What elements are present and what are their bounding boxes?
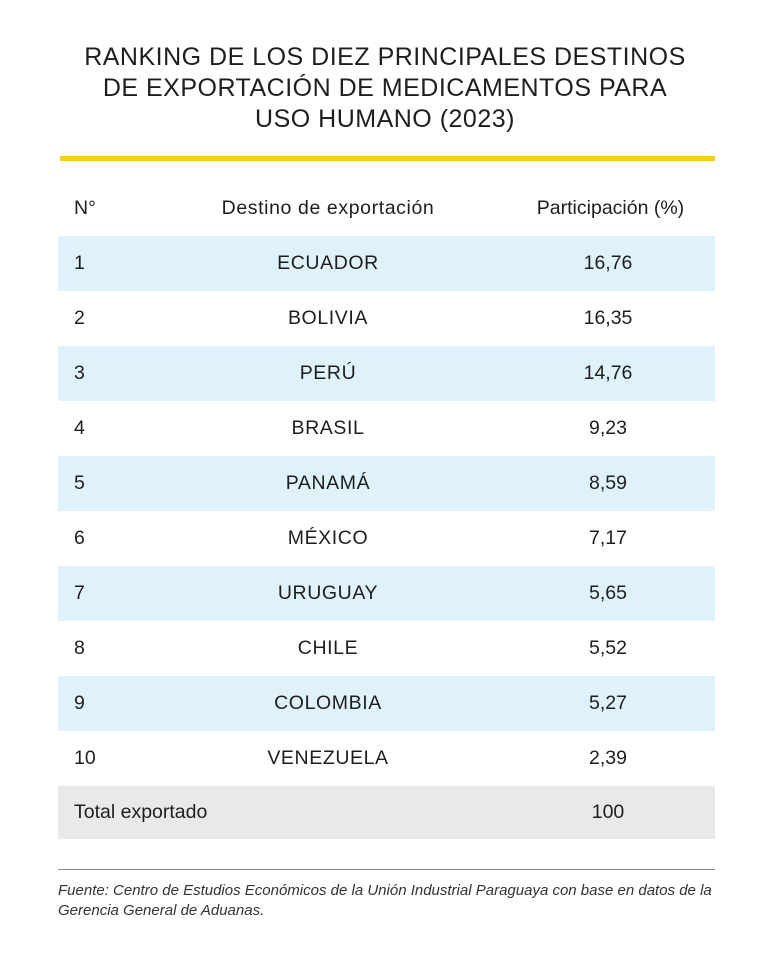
title-line-2: DE EXPORTACIÓN DE MEDICAMENTOS PARA <box>102 74 668 102</box>
row-share: 16,35 <box>583 307 633 329</box>
row-share: 5,52 <box>589 637 627 659</box>
row-destination: URUGUAY <box>277 582 379 604</box>
title-line-3: USO HUMANO (2023) <box>255 105 515 133</box>
row-destination: BOLIVIA <box>287 307 369 329</box>
row-rank: 10 <box>74 747 96 769</box>
title-line-1: RANKING DE LOS DIEZ PRINCIPALES DESTINOS <box>84 43 686 71</box>
row-rank: 7 <box>74 582 85 604</box>
table-row: 7 URUGUAY 5,65 <box>58 566 715 621</box>
page-title: RANKING DE LOS DIEZ PRINCIPALES DESTINOS… <box>40 42 730 135</box>
row-destination: BRASIL <box>291 417 365 439</box>
table-row: 8 CHILE 5,52 <box>58 621 715 676</box>
table-total-row: Total exportado 100 <box>58 786 715 839</box>
table-row: 5 PANAMÁ 8,59 <box>58 456 715 511</box>
row-rank: 2 <box>74 307 85 329</box>
header-number: N° <box>74 197 96 219</box>
row-destination: PANAMÁ <box>285 472 371 494</box>
total-label: Total exportado <box>74 801 208 823</box>
row-share: 16,76 <box>583 252 633 274</box>
row-rank: 8 <box>74 637 85 659</box>
header-share: Participación (%) <box>536 197 685 219</box>
row-destination: VENEZUELA <box>267 747 389 769</box>
row-rank: 4 <box>74 417 85 439</box>
table-body: 1 ECUADOR 16,76 2 BOLIVIA 16,35 3 PERÚ 14,76 4 BRA… <box>58 236 715 786</box>
row-share: 8,59 <box>589 472 627 494</box>
footer-divider <box>58 869 715 870</box>
source-note: Fuente: Centro de Estudios Económicos de… <box>58 882 712 919</box>
row-share: 14,76 <box>583 362 633 384</box>
title-accent-rule <box>60 156 715 161</box>
export-ranking-table: N° Destino de exportación Participación … <box>58 181 715 839</box>
row-destination: CHILE <box>297 637 359 659</box>
row-share: 5,65 <box>589 582 627 604</box>
row-rank: 1 <box>74 252 85 274</box>
row-rank: 6 <box>74 527 85 549</box>
table-row: 10 VENEZUELA 2,39 <box>58 731 715 786</box>
header-destination: Destino de exportación <box>221 197 435 219</box>
row-destination: MÉXICO <box>287 527 369 549</box>
table-row: 4 BRASIL 9,23 <box>58 401 715 456</box>
total-value: 100 <box>591 801 625 823</box>
row-rank: 5 <box>74 472 85 494</box>
row-share: 5,27 <box>589 692 627 714</box>
table-row: 6 MÉXICO 7,17 <box>58 511 715 566</box>
row-rank: 9 <box>74 692 85 714</box>
row-destination: COLOMBIA <box>274 692 382 714</box>
row-share: 2,39 <box>589 747 627 769</box>
row-share: 7,17 <box>589 527 627 549</box>
table-row: 2 BOLIVIA 16,35 <box>58 291 715 346</box>
row-share: 9,23 <box>589 417 627 439</box>
table-row: 3 PERÚ 14,76 <box>58 346 715 401</box>
row-rank: 3 <box>74 362 85 384</box>
row-destination: PERÚ <box>299 362 357 384</box>
table-row: 9 COLOMBIA 5,27 <box>58 676 715 731</box>
table-row: 1 ECUADOR 16,76 <box>58 236 715 291</box>
row-destination: ECUADOR <box>277 252 379 274</box>
table-header-row: N° Destino de exportación Participación … <box>58 181 715 236</box>
